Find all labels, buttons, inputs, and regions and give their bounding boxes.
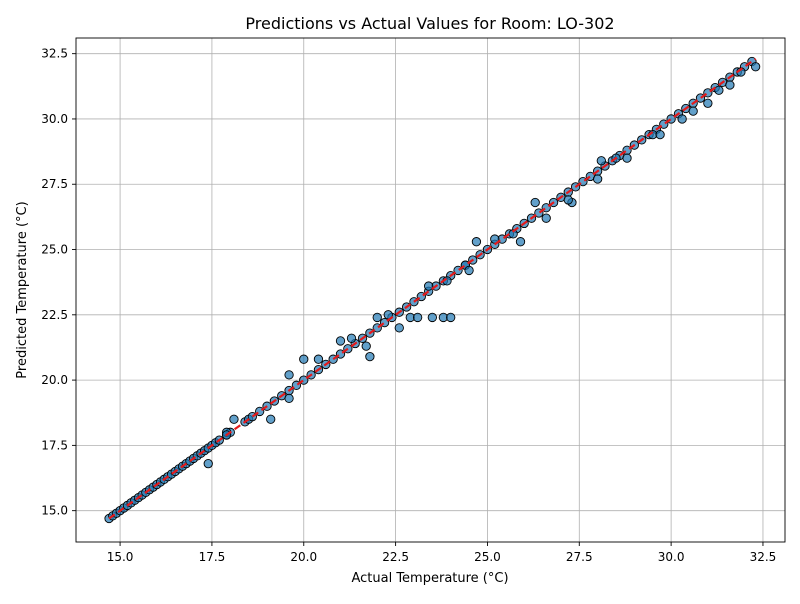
data-point [714, 85, 724, 95]
y-tick-label: 17.5 [41, 438, 68, 452]
data-point [427, 312, 437, 323]
y-axis-label: Predicted Temperature (°C) [15, 201, 30, 378]
grid [76, 38, 785, 542]
reference-line-group [108, 57, 757, 520]
y-tick-label: 25.0 [41, 243, 68, 257]
data-point [596, 156, 606, 166]
data-point [530, 197, 540, 208]
x-tick-label: 20.0 [290, 550, 317, 564]
x-tick-label: 27.5 [566, 550, 593, 564]
data-point [541, 213, 551, 223]
x-tick-label: 25.0 [474, 550, 501, 564]
data-point [677, 114, 687, 124]
data-point [464, 265, 474, 276]
data-point [725, 80, 735, 90]
y-axis-ticks: 15.0 17.5 20.0 22.5 25.0 27.5 30.0 32.5 [41, 47, 76, 518]
data-point [446, 312, 456, 323]
data-point [284, 370, 294, 380]
data-point [313, 354, 324, 364]
chart-title: Predictions vs Actual Values for Room: L… [245, 14, 614, 33]
data-point [335, 336, 346, 346]
y-tick-label: 20.0 [41, 373, 68, 387]
data-point [592, 174, 603, 184]
x-axis-ticks: 15.0 17.5 20.0 22.5 25.0 27.5 30.0 32.5 [107, 542, 777, 564]
data-point [622, 153, 632, 163]
data-point [284, 393, 294, 404]
data-point [365, 351, 375, 362]
data-point [229, 414, 239, 424]
x-tick-label: 17.5 [199, 550, 226, 564]
data-point [515, 237, 526, 247]
data-point [203, 459, 213, 469]
y-tick-label: 15.0 [41, 504, 68, 518]
x-axis-label: Actual Temperature (°C) [351, 571, 508, 586]
data-point [372, 312, 382, 323]
data-point [412, 312, 423, 323]
data-point [703, 98, 713, 108]
plot-frame [75, 37, 786, 543]
x-tick-label: 30.0 [658, 550, 685, 564]
data-point [750, 62, 761, 72]
data-point [346, 333, 357, 343]
data-point [688, 106, 698, 116]
y-tick-label: 32.5 [41, 47, 68, 61]
y-tick-label: 22.5 [41, 308, 68, 322]
x-tick-label: 22.5 [382, 550, 409, 564]
data-point [266, 414, 276, 424]
data-point [655, 129, 665, 140]
reference-line [108, 57, 757, 520]
data-point [394, 323, 404, 333]
y-tick-label: 27.5 [41, 177, 68, 191]
x-tick-label: 32.5 [750, 550, 777, 564]
data-point [361, 341, 371, 351]
x-tick-label: 15.0 [107, 550, 134, 564]
data-point [471, 237, 482, 247]
data-point [424, 281, 434, 291]
data-point [299, 354, 309, 364]
data-point [563, 195, 573, 205]
y-tick-label: 30.0 [41, 112, 68, 126]
